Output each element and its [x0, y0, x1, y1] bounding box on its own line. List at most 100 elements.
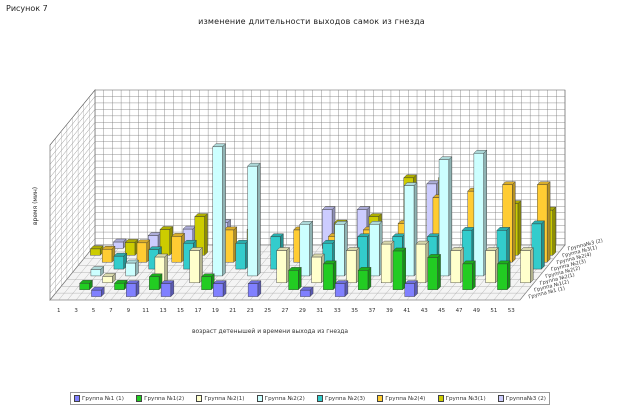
x-tick-label: 51	[490, 308, 497, 314]
x-tick-label: 15	[177, 308, 184, 314]
bar-7-5	[124, 238, 139, 256]
legend-label: Группа №1(2)	[144, 395, 185, 402]
x-tick-label: 13	[160, 308, 167, 314]
bar-1-9	[125, 280, 140, 298]
x-tick-label: 43	[421, 308, 428, 314]
bar-2-7	[114, 279, 128, 291]
x-tick-label: 41	[403, 308, 410, 314]
x-tick-label: 11	[142, 308, 149, 314]
bar-2-3	[79, 279, 93, 291]
bar-5-33	[357, 233, 371, 270]
x-tick-label: 49	[473, 308, 480, 314]
x-tick-label: 7	[109, 308, 113, 314]
bar-3-41	[415, 240, 430, 284]
x-tick-label: 3	[74, 308, 78, 314]
bar-3-33	[345, 247, 360, 284]
bar-2-31	[322, 260, 337, 291]
bar-1-29	[299, 286, 314, 298]
bar-4-7	[125, 259, 139, 277]
bar-5-5	[113, 252, 128, 270]
legend-label: Группа№3 (2)	[505, 395, 546, 402]
bar-3-45	[450, 247, 465, 284]
bar-5-19	[235, 239, 250, 270]
bar-3-29	[311, 253, 325, 284]
x-tick-label: 29	[299, 308, 306, 314]
figure-label: Рисунок 7	[6, 4, 48, 13]
legend-swatch	[437, 395, 444, 402]
legend-item: Группа №1 (1)	[74, 395, 124, 402]
legend-label: Группа №2(2)	[264, 395, 305, 402]
bar-2-51	[496, 260, 511, 291]
bar-2-43	[427, 253, 442, 291]
bar-1-13	[160, 280, 175, 298]
bar-1-41	[404, 280, 419, 298]
legend-swatch	[256, 395, 263, 402]
x-tick-label: 45	[438, 308, 445, 314]
legend-item: Группа №2(1)	[196, 395, 244, 402]
bar-2-17	[201, 273, 215, 291]
bar-3-5	[102, 272, 116, 284]
bar-3-37	[380, 240, 395, 284]
bar-2-11	[148, 273, 163, 291]
x-tick-label: 39	[386, 308, 393, 314]
legend-item: Группа №1(2)	[136, 395, 184, 402]
x-tick-label: 25	[264, 308, 271, 314]
bar-6-7	[136, 239, 151, 263]
chart-title: изменение длительности выходов самок из …	[198, 17, 425, 26]
bar-5-53	[531, 220, 545, 270]
bar-2-47	[462, 260, 476, 291]
x-tick-label: 47	[456, 308, 463, 314]
x-tick-label: 21	[229, 308, 236, 314]
bar-8-3	[112, 238, 127, 249]
bar-1-19	[212, 280, 227, 298]
legend-swatch	[377, 395, 384, 402]
legend-swatch	[497, 395, 504, 402]
x-tick-label: 19	[212, 308, 219, 314]
bar-6-17	[223, 226, 238, 263]
bar-1-23	[247, 280, 262, 298]
legend-label: Группа №2(3)	[324, 395, 366, 402]
bar-4-47	[473, 149, 488, 277]
bar-2-35	[357, 266, 372, 291]
bar-4-31	[334, 220, 348, 277]
legend-swatch	[316, 395, 323, 402]
bar-6-11	[171, 232, 186, 263]
x-tick-label: 35	[351, 308, 358, 314]
x-tick-label: 17	[194, 308, 201, 314]
bar-3-53	[520, 247, 534, 284]
legend-swatch	[74, 395, 80, 402]
x-tick-label: 33	[334, 308, 341, 314]
y-axis-label: время (мин)	[32, 187, 39, 225]
legend-item: Группа №3(1)	[437, 395, 486, 402]
bar-6-49	[502, 181, 516, 263]
x-tick-label: 31	[316, 308, 323, 314]
legend-label: Группа №3(1)	[445, 395, 486, 402]
bar-4-21	[247, 162, 261, 277]
x-tick-label: 9	[127, 308, 131, 314]
bar-7-1	[89, 245, 104, 256]
bar-4-43	[438, 156, 453, 277]
legend-item: Группа№3 (2)	[497, 395, 546, 402]
x-tick-label: 37	[369, 308, 376, 314]
bar-3-49	[485, 247, 499, 284]
x-tick-label: 27	[282, 308, 289, 314]
bar-6-3	[101, 245, 116, 263]
legend-swatch	[196, 395, 203, 402]
bar-2-39	[392, 247, 407, 291]
x-tick-labels: 1 3 5 7 9 11 13 15 17 19 21 23 25 27 29 31 33 35 37 39 41 43 4…	[57, 308, 515, 314]
bar-3-15	[189, 247, 203, 284]
bar-2-27	[288, 266, 302, 291]
bar-3-25	[276, 247, 291, 284]
x-tick-label: 5	[92, 308, 96, 314]
legend-item: Группа №2(2)	[256, 395, 305, 402]
bar-3-11	[154, 253, 169, 284]
legend-swatch	[136, 395, 143, 402]
bar-7-9	[159, 225, 174, 256]
x-tick-label: 23	[247, 308, 254, 314]
legend-label: Группа №1 (1)	[82, 395, 124, 402]
bar-1-5	[90, 286, 105, 298]
bar-4-39	[403, 182, 418, 277]
bar-4-35	[368, 220, 383, 277]
bar-4-27	[299, 220, 314, 277]
